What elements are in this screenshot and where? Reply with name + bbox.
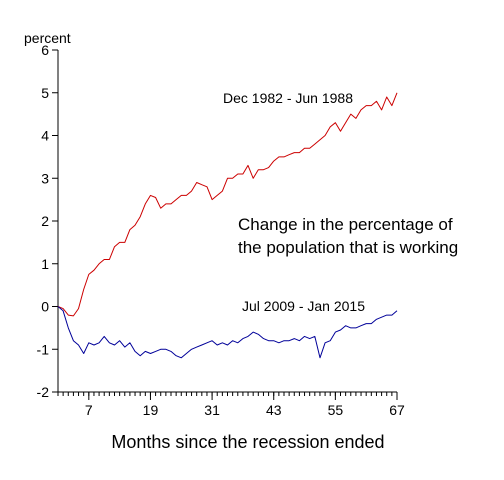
series-label-1982: Dec 1982 - Jun 1988: [223, 90, 353, 106]
series-layer: [57, 92, 398, 359]
x-axis-label: Months since the recession ended: [111, 432, 384, 452]
y-tick-label: 1: [41, 256, 49, 272]
series-line-0: [57, 92, 398, 317]
x-tick-label: 19: [143, 402, 159, 418]
y-tick-label: 2: [41, 213, 49, 229]
y-tick-label: 3: [41, 170, 49, 186]
y-tick-label: 6: [41, 42, 49, 58]
y-tick-label: 0: [41, 299, 49, 315]
series-label-2009: Jul 2009 - Jan 2015: [242, 298, 365, 314]
annotation-line-2: the population that is working: [238, 238, 458, 257]
x-tick-label: 31: [204, 402, 220, 418]
y-tick-label: -1: [37, 341, 50, 357]
x-tick-label: 55: [328, 402, 344, 418]
y-axis-label: percent: [24, 30, 71, 46]
x-tick-label: 43: [266, 402, 282, 418]
x-tick-label: 67: [389, 402, 405, 418]
x-tick-label: 7: [85, 402, 93, 418]
y-tick-label: -2: [37, 384, 50, 400]
annotation-line-1: Change in the percentage of: [238, 215, 453, 234]
series-line-1: [57, 306, 398, 359]
y-tick-label: 4: [41, 128, 49, 144]
y-tick-label: 5: [41, 85, 49, 101]
